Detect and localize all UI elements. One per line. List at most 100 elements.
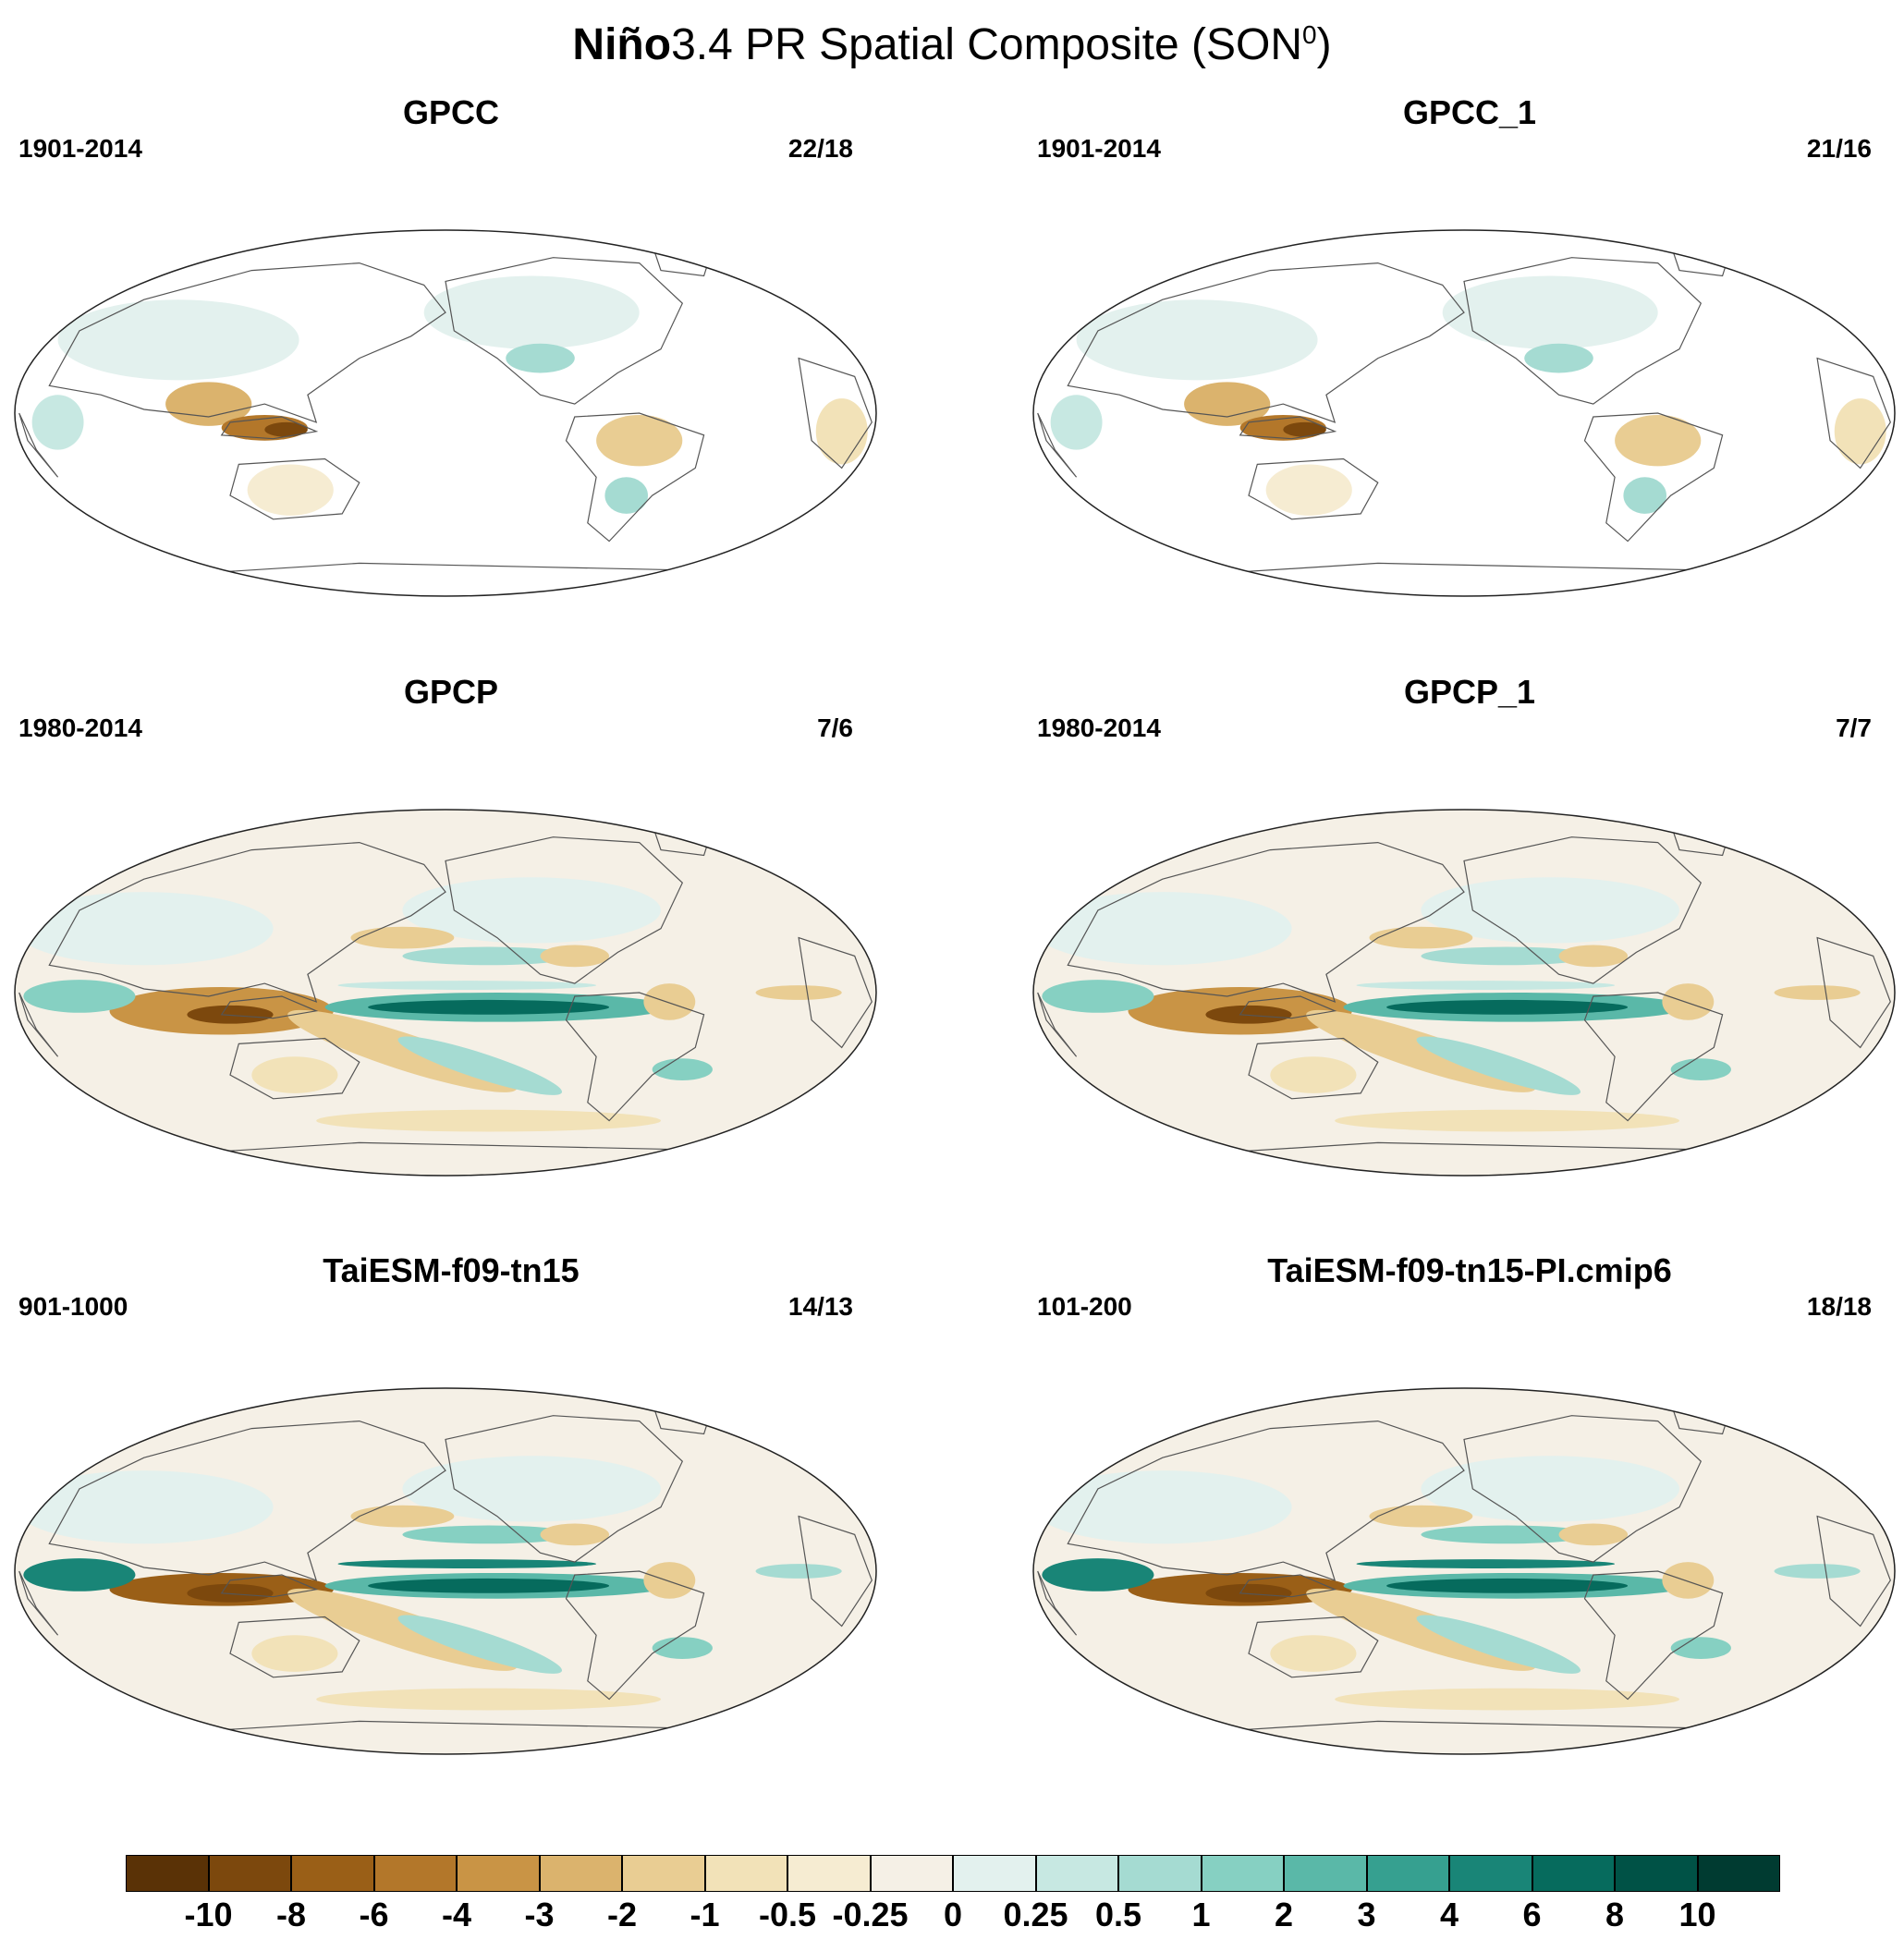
map-panel: GPCP_1 1980-2014 7/7 <box>1026 672 1904 1226</box>
colorbar-tick-label: 0.5 <box>1094 1896 1142 1933</box>
coastline <box>220 1574 319 1598</box>
colorbar-tick-label: -2 <box>606 1896 637 1933</box>
anom-itcz <box>337 1559 597 1569</box>
panel-years: 1980-2014 <box>18 713 142 742</box>
anom-nw-pacific <box>350 1505 455 1528</box>
coastline <box>798 357 873 470</box>
precip-field <box>1033 810 1895 1176</box>
colorbar-swatch <box>1284 1855 1367 1892</box>
colorbar-tick-label: -3 <box>524 1896 555 1933</box>
map-projection <box>14 1387 877 1755</box>
coastline <box>1248 1616 1379 1678</box>
panel-event-count: 7/6 <box>817 713 853 742</box>
coastline <box>1816 357 1891 470</box>
panel-event-count: 7/7 <box>1836 713 1872 742</box>
colorbar-tick-label: -8 <box>275 1896 306 1933</box>
coastline <box>18 992 59 1057</box>
map-border <box>14 229 877 597</box>
anom-argentina <box>1623 477 1667 514</box>
colorbar-tick-label: -4 <box>441 1896 471 1933</box>
coastline <box>1463 257 1703 405</box>
anom-n-pacific <box>1421 877 1679 944</box>
figure-title: Niño3.4 PR Spatial Composite (SON0) <box>572 20 1332 69</box>
coastline <box>1037 992 1078 1057</box>
anom-s-atlantic <box>1670 1637 1731 1660</box>
anom-us-east <box>1524 343 1593 373</box>
colorbar-swatch <box>126 1855 209 1892</box>
colorbar-tick-label: 6 <box>1522 1896 1542 1933</box>
anom-southern-ocean <box>1335 1688 1679 1711</box>
anom-north-america <box>423 275 640 349</box>
anom-kuroshio <box>402 946 575 966</box>
coastlines <box>1037 244 1891 582</box>
map-projection <box>14 809 877 1177</box>
anom-brazil <box>596 414 683 467</box>
panel-title: TaiESM-f09-tn15-PI.cmip6 <box>1267 1251 1672 1289</box>
coastline <box>445 1415 684 1563</box>
map-panel: GPCP 1980-2014 7/6 <box>7 672 941 1226</box>
anom-borneo <box>264 421 308 437</box>
colorbar-tick-label: 0 <box>943 1896 963 1933</box>
anom-indonesia-core <box>1205 1005 1292 1024</box>
anom-w-indian-ocean <box>23 1558 136 1591</box>
colorbar-swatch <box>539 1855 622 1892</box>
coastline <box>1239 1574 1337 1598</box>
anom-equatorial-core <box>1386 999 1629 1015</box>
colorbar-swatch <box>1201 1855 1284 1892</box>
anom-kuroshio <box>1421 1525 1593 1544</box>
coastline <box>565 992 705 1122</box>
colorbar-tick-label: 10 <box>1678 1896 1716 1933</box>
coastlines <box>18 823 873 1162</box>
colorbar-swatch <box>291 1855 374 1892</box>
coastline <box>229 1616 360 1678</box>
anom-west-africa <box>1834 398 1886 465</box>
coastline <box>798 1515 873 1628</box>
anom-n-pacific <box>1421 1456 1679 1522</box>
colorbar-swatch <box>953 1855 1036 1892</box>
panel-title: GPCC <box>402 93 499 131</box>
map-border <box>1032 229 1896 597</box>
map-projection <box>1032 1387 1896 1755</box>
colorbar-swatch <box>622 1855 705 1892</box>
map-panel: GPCC_1 1901-2014 21/16 <box>1026 92 1904 647</box>
map-background <box>1033 230 1895 596</box>
anom-itcz <box>1356 981 1616 991</box>
anom-n-pacific <box>402 877 661 944</box>
anom-atlantic-itcz <box>755 985 842 1000</box>
anom-nw-pacific <box>1369 1505 1473 1528</box>
anom-atlantic-itcz <box>1774 1564 1861 1579</box>
panel-event-count: 18/18 <box>1806 1292 1872 1321</box>
colorbar-swatch <box>1118 1855 1202 1892</box>
map-panel: GPCC 1901-2014 22/18 <box>7 92 941 647</box>
colorbar-tick-label: 4 <box>1439 1896 1459 1933</box>
panel-years: 1901-2014 <box>18 134 142 163</box>
anom-s-atlantic <box>652 1058 713 1081</box>
anom-equatorial-core <box>368 1578 610 1593</box>
panel-years: 101-200 <box>1037 1292 1132 1321</box>
panel-years: 901-1000 <box>18 1292 128 1321</box>
coastline <box>220 416 319 440</box>
coastline <box>445 836 684 984</box>
anom-east-africa <box>31 395 84 450</box>
coastline <box>1583 992 1724 1122</box>
anom-india <box>165 382 252 426</box>
anom-indonesia-core <box>187 1005 274 1024</box>
anom-s-pacific <box>397 1036 563 1095</box>
map-border <box>1032 809 1896 1177</box>
anom-kuroshio <box>402 1525 575 1544</box>
anom-itcz <box>1356 1559 1616 1569</box>
anom-n-asia <box>1033 892 1292 966</box>
map-border <box>14 1387 877 1755</box>
colorbar-swatch <box>208 1855 291 1892</box>
anom-n-pacific <box>402 1456 661 1522</box>
anom-s-atlantic <box>1670 1058 1731 1081</box>
colorbar-tick-label: 0.25 <box>1003 1896 1068 1933</box>
anom-north-america <box>1442 275 1658 349</box>
coastline <box>1583 1570 1724 1701</box>
coastline <box>445 257 684 405</box>
precip-field <box>15 810 876 1176</box>
colorbar-tick-label: 3 <box>1357 1896 1376 1933</box>
anom-west-africa <box>815 398 868 465</box>
panel-title: TaiESM-f09-tn15 <box>323 1251 580 1289</box>
colorbar-swatch <box>1035 1855 1118 1892</box>
